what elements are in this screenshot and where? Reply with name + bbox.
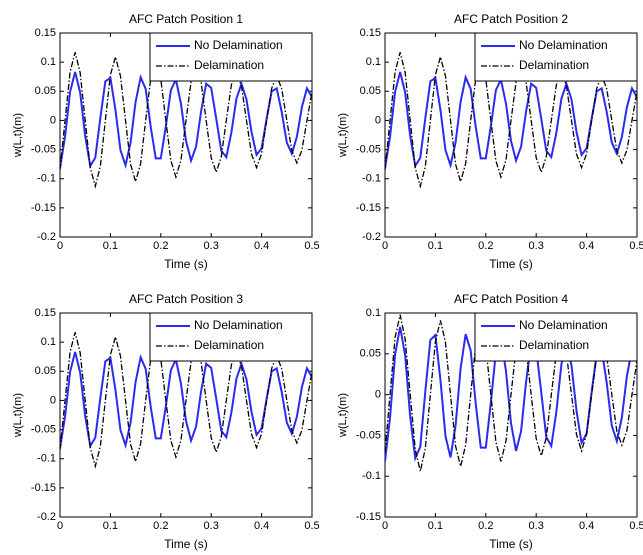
y-tick-label: -0.05 <box>31 143 56 155</box>
y-axis-label: w(L,t)(m) <box>12 393 24 438</box>
x-tick-label: 0.1 <box>428 520 443 532</box>
x-tick-label: 0 <box>382 520 388 532</box>
x-tick-label: 0.5 <box>629 240 643 252</box>
y-tick-label: 0 <box>50 114 56 126</box>
y-axis-label: w(L,t)(m) <box>337 113 349 158</box>
y-tick-label: -0.1 <box>37 453 56 465</box>
x-tick-label: 0.3 <box>204 240 219 252</box>
x-tick-label: 0 <box>57 240 63 252</box>
y-tick-label: -0.15 <box>31 482 56 494</box>
y-tick-label: 0.1 <box>366 56 381 68</box>
series-line <box>60 332 312 469</box>
y-tick-label: 0 <box>375 114 381 126</box>
y-axis-label: w(L,t)(m) <box>12 113 24 158</box>
y-tick-label: 0.05 <box>35 85 56 97</box>
x-tick-label: 0.2 <box>478 520 493 532</box>
legend-label: Delamination <box>519 338 589 352</box>
chart-title: AFC Patch Position 4 <box>454 292 568 306</box>
x-tick-label: 0.4 <box>579 240 594 252</box>
legend-box <box>474 32 638 82</box>
x-tick-label: 0.5 <box>629 520 643 532</box>
y-tick-label: -0.1 <box>362 173 381 185</box>
x-tick-label: 0 <box>382 240 388 252</box>
y-tick-label: -0.05 <box>31 423 56 435</box>
x-tick-label: 0.3 <box>204 520 219 532</box>
x-tick-label: 0.5 <box>304 520 319 532</box>
y-tick-label: -0.15 <box>356 511 381 523</box>
x-tick-label: 0 <box>57 520 63 532</box>
series-line <box>60 52 312 189</box>
legend-box <box>474 312 638 362</box>
y-tick-label: 0.1 <box>41 336 56 348</box>
legend-label: No Delamination <box>194 38 283 52</box>
x-tick-label: 0.1 <box>103 240 118 252</box>
x-tick-label: 0.2 <box>153 520 168 532</box>
y-tick-label: -0.1 <box>362 470 381 482</box>
x-tick-label: 0.5 <box>304 240 319 252</box>
legend-label: No Delamination <box>519 318 608 332</box>
chart-title: AFC Patch Position 3 <box>129 292 243 306</box>
legend-box <box>149 312 313 362</box>
x-axis-label: Time (s) <box>489 537 533 551</box>
y-axis-label: w(L,t)(m) <box>337 393 349 438</box>
legend-label: No Delamination <box>194 318 283 332</box>
chart-title: AFC Patch Position 1 <box>129 12 243 26</box>
y-tick-label: -0.2 <box>362 231 381 243</box>
y-tick-label: -0.2 <box>37 511 56 523</box>
x-axis-label: Time (s) <box>164 537 208 551</box>
y-tick-label: 0 <box>50 394 56 406</box>
y-tick-label: -0.1 <box>37 173 56 185</box>
legend-label: Delamination <box>194 338 264 352</box>
x-tick-label: 0.1 <box>428 240 443 252</box>
chart-title: AFC Patch Position 2 <box>454 12 568 26</box>
x-axis-label: Time (s) <box>164 257 208 271</box>
y-tick-label: -0.05 <box>356 429 381 441</box>
x-tick-label: 0.4 <box>254 520 269 532</box>
legend-label: Delamination <box>519 58 589 72</box>
series-line <box>385 314 637 472</box>
x-tick-label: 0.1 <box>103 520 118 532</box>
y-tick-label: 0.15 <box>35 307 56 319</box>
legend-label: Delamination <box>194 58 264 72</box>
y-tick-label: -0.15 <box>31 202 56 214</box>
x-tick-label: 0.4 <box>254 240 269 252</box>
x-tick-label: 0.2 <box>478 240 493 252</box>
series-line <box>385 52 637 189</box>
y-tick-label: 0.05 <box>360 348 381 360</box>
y-tick-label: 0.05 <box>35 365 56 377</box>
y-tick-label: -0.2 <box>37 231 56 243</box>
y-tick-label: -0.15 <box>356 202 381 214</box>
x-axis-label: Time (s) <box>489 257 533 271</box>
y-tick-label: 0 <box>375 389 381 401</box>
x-tick-label: 0.3 <box>529 240 544 252</box>
legend-box <box>149 32 313 82</box>
y-tick-label: 0.15 <box>35 27 56 39</box>
y-tick-label: 0.1 <box>366 307 381 319</box>
legend-label: No Delamination <box>519 38 608 52</box>
x-tick-label: 0.3 <box>529 520 544 532</box>
x-tick-label: 0.4 <box>579 520 594 532</box>
y-tick-label: 0.05 <box>360 85 381 97</box>
y-tick-label: 0.15 <box>360 27 381 39</box>
y-tick-label: -0.05 <box>356 143 381 155</box>
y-tick-label: 0.1 <box>41 56 56 68</box>
x-tick-label: 0.2 <box>153 240 168 252</box>
